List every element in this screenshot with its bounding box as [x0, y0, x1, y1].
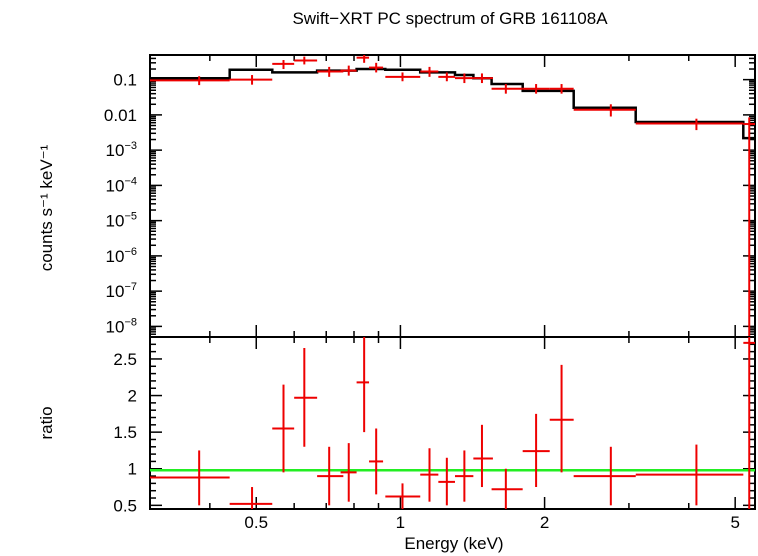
- y-tick-label: 10−6: [106, 246, 137, 266]
- y-tick-label: 10−7: [106, 281, 137, 301]
- spectrum-plot-frame: [149, 54, 756, 338]
- ratio-plot-frame: [149, 336, 756, 510]
- y-tick-label: 10−4: [106, 175, 137, 195]
- x-tick-label: 2: [540, 513, 549, 532]
- y-tick-label: 2.5: [113, 350, 137, 369]
- x-tick-label: 0.5: [244, 513, 268, 532]
- y-tick-label: 0.01: [104, 106, 137, 125]
- y-tick-label: 1.5: [113, 423, 137, 442]
- ratio-y-axis-label: ratio: [37, 406, 56, 439]
- x-tick-label: 1: [396, 513, 405, 532]
- model-step-line: [150, 67, 755, 140]
- spectrum-panel: 0.1 0.01 10−3 10−4 10−5 10−6 10−7 10−8: [104, 54, 756, 338]
- y-tick-label: 0.5: [113, 496, 137, 515]
- y-tick-label: 10−8: [106, 316, 137, 336]
- y-tick-label: 0.1: [113, 71, 137, 90]
- y-tick-label: 10−5: [106, 211, 137, 231]
- x-axis-label: Energy (keV): [404, 534, 503, 553]
- chart-title: Swift−XRT PC spectrum of GRB 161108A: [292, 9, 608, 28]
- ratio-panel: 0.5 1 2 5 0.5 1 1.5 2 2.5: [113, 336, 756, 532]
- spectrum-y-axis-label: counts s⁻¹ keV⁻¹: [37, 144, 56, 271]
- x-tick-label: 5: [730, 513, 739, 532]
- y-tick-label: 2: [128, 387, 137, 406]
- y-tick-label: 1: [128, 460, 137, 479]
- y-tick-label: 10−3: [106, 140, 137, 160]
